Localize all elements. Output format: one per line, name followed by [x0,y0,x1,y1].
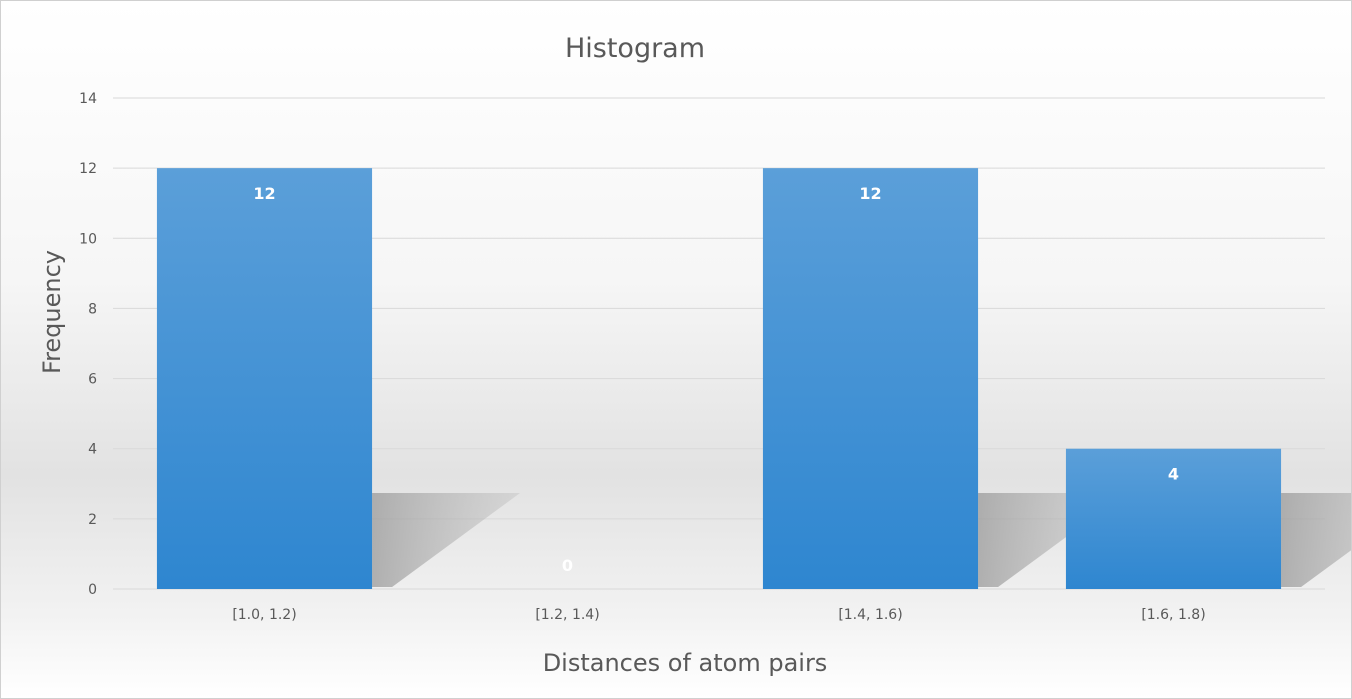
x-axis-title: Distances of atom pairs [543,649,828,677]
data-label: 4 [1168,465,1179,484]
x-tick-label: [1.2, 1.4) [535,607,599,623]
y-tick-label: 12 [79,161,97,177]
y-tick-label: 0 [88,582,97,598]
data-label: 12 [253,184,275,203]
data-label: 12 [859,184,881,203]
y-tick-label: 10 [79,231,97,247]
y-axis-title: Frequency [38,250,66,374]
chart-title: Histogram [565,33,705,64]
x-tick-label: [1.6, 1.8) [1141,607,1205,623]
x-tick-label: [1.4, 1.6) [838,607,902,623]
bar [762,168,979,589]
data-label: 0 [562,556,573,575]
y-tick-label: 4 [88,442,97,458]
x-tick-label: [1.0, 1.2) [232,607,296,623]
bar [156,168,373,589]
y-tick-label: 14 [79,91,97,107]
y-tick-label: 8 [88,301,97,317]
y-tick-label: 6 [88,372,97,388]
y-tick-label: 2 [88,512,97,528]
bar-shadow [1281,492,1351,587]
bar-shadow [372,492,521,587]
bar [1065,448,1282,589]
